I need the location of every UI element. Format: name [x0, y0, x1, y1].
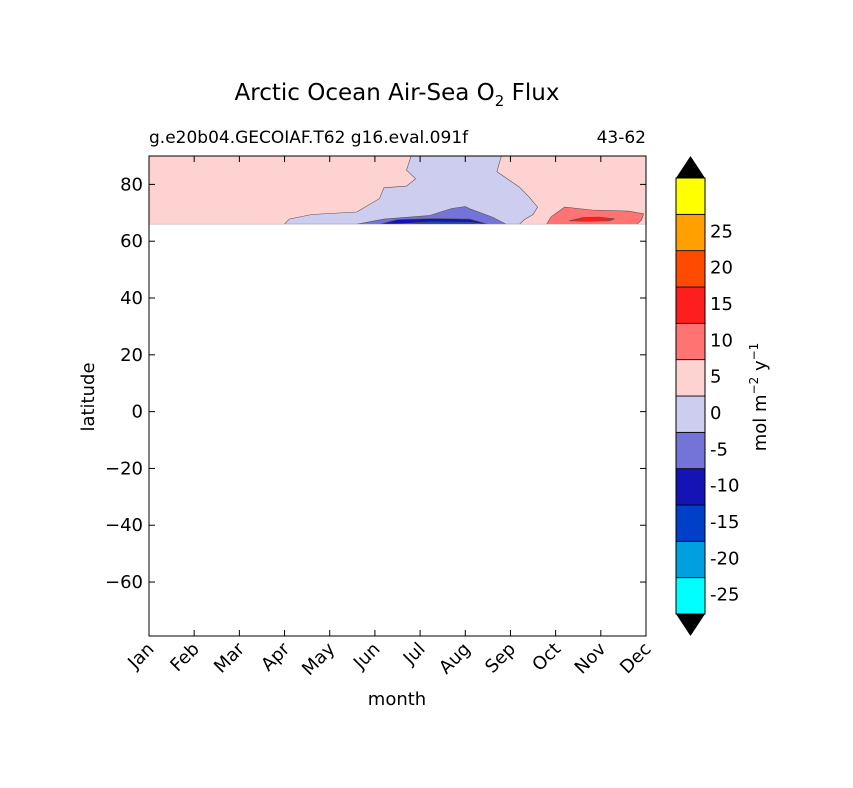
colorbar-segment	[675, 213, 706, 252]
colorbar-frame	[675, 177, 706, 615]
plot-frame	[148, 155, 647, 637]
colorbar-tick-label: 0	[710, 403, 721, 424]
plot-background	[149, 156, 646, 636]
colorbar-label: mol m−2 y−1	[747, 343, 771, 452]
colorbar-label-mid: y	[750, 360, 771, 377]
colorbar-tick-label: 20	[710, 258, 733, 279]
colorbar-tick-label: -20	[710, 548, 739, 569]
colorbar-segment	[675, 540, 706, 579]
x-tick-label: Aug	[435, 639, 475, 679]
y-tick-label: −60	[105, 572, 143, 593]
subtitle-left: g.e20b04.GECOIAF.T62 g16.eval.091f	[149, 128, 469, 148]
x-tick-label: Oct	[528, 639, 565, 676]
colorbar-segment	[675, 177, 706, 215]
colorbar-tick-label: -15	[710, 512, 739, 533]
title-main: Arctic Ocean Air-Sea O	[235, 80, 495, 106]
x-tick-label: Nov	[571, 638, 611, 678]
x-tick-label: Apr	[257, 638, 294, 675]
x-tick-label: Jan	[123, 639, 158, 674]
colorbar-label-main: mol m	[750, 394, 771, 451]
x-tick-label: Jul	[399, 639, 430, 670]
colorbar-segment	[675, 468, 706, 506]
x-axis-label: month	[368, 689, 426, 710]
title-end: Flux	[504, 80, 559, 106]
y-tick-label: 20	[120, 345, 143, 366]
colorbar-tick-label: 5	[710, 367, 721, 388]
colorbar-segment	[675, 395, 706, 433]
subtitle-right: 43-62	[597, 128, 646, 148]
colorbar-extend-high	[676, 156, 705, 178]
x-tick-label: May	[298, 638, 339, 679]
colorbar-tick-label: 15	[710, 294, 733, 315]
x-tick-label: Mar	[210, 638, 249, 677]
contour-region-4	[546, 206, 645, 225]
x-tick-label: Sep	[481, 639, 520, 678]
colorbar-segment	[675, 359, 706, 397]
y-axis: 80 60 40 20 0 −20 −40 −60	[105, 174, 646, 593]
colorbar-tick-label: -5	[710, 439, 728, 460]
contour-layer	[149, 155, 646, 225]
colorbar-segment	[675, 322, 706, 361]
y-tick-label: −40	[105, 515, 143, 536]
y-tick-label: 80	[120, 174, 143, 195]
colorbar: -25 -20 -15 -10 -5 0 5 10 15 20 25	[675, 156, 739, 636]
x-tick-label: Dec	[616, 639, 655, 678]
y-tick-label: 0	[132, 402, 143, 423]
y-tick-label: −20	[105, 458, 143, 479]
colorbar-segment	[675, 577, 706, 615]
plot-area: Jan Feb Mar Apr May Jun Jul Aug Sep Oct Nov Dec 80 6…	[105, 155, 656, 680]
colorbar-tick-label: -10	[710, 476, 739, 497]
y-axis-label: latitude	[78, 362, 99, 431]
colorbar-tick-label: -25	[710, 585, 739, 606]
colorbar-segment	[675, 504, 706, 542]
x-tick-label: Jun	[349, 639, 384, 674]
contour-region-5	[569, 216, 616, 222]
colorbar-segment	[675, 431, 706, 470]
colorbar-extend-low	[676, 614, 705, 636]
y-tick-label: 60	[120, 231, 143, 252]
colorbar-segment	[675, 250, 706, 288]
x-tick-label: Feb	[166, 639, 203, 676]
y-tick-label: 40	[120, 288, 143, 309]
title-subscript: 2	[495, 92, 505, 110]
colorbar-tick-label: 25	[710, 221, 733, 242]
colorbar-label-exp2: −1	[747, 343, 761, 361]
colorbar-label-exp1: −2	[747, 377, 761, 395]
chart-title: Arctic Ocean Air-Sea O2 Flux	[235, 80, 560, 110]
colorbar-segment	[675, 286, 706, 324]
colorbar-tick-label: 10	[710, 330, 733, 351]
